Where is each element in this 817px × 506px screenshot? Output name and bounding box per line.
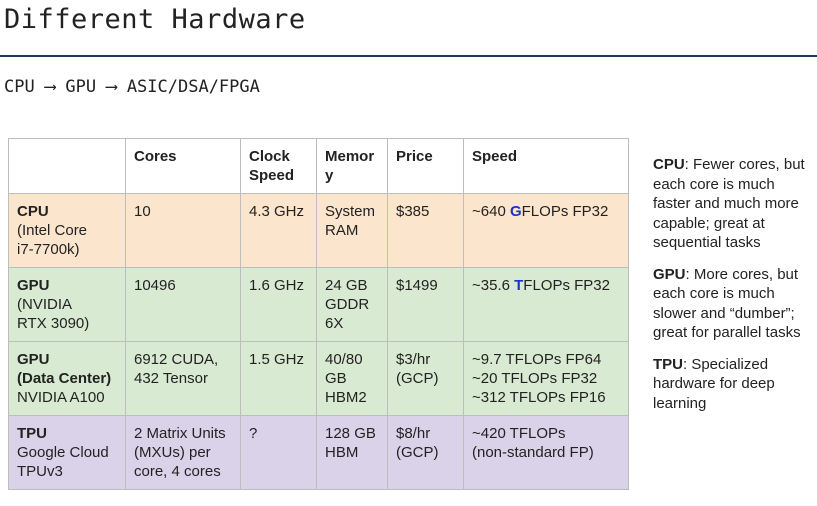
- cell-memory: 128 GB HBM: [316, 415, 388, 490]
- header-speed: Speed: [463, 138, 629, 194]
- note-gpu: GPU: More cores, but each core is much s…: [653, 265, 801, 342]
- cell-price: $3/hr (GCP): [387, 341, 464, 416]
- subtitle: CPU ⟶ GPU ⟶ ASIC/DSA/FPGA: [4, 77, 260, 97]
- cell-memory: 24 GB GDDR 6X: [316, 267, 388, 342]
- cell-cores: 2 Matrix Units (MXUs) per core, 4 cores: [125, 415, 241, 490]
- hardware-comparison-table: Cores Clock Speed Memor y Price Speed CP…: [8, 138, 629, 490]
- cell-cores: 6912 CUDA, 432 Tensor: [125, 341, 241, 416]
- cell-speed: ~9.7 TFLOPs FP64 ~20 TFLOPs FP32 ~312 TF…: [463, 341, 629, 416]
- cell-clock: 4.3 GHz: [240, 193, 317, 268]
- unit-highlight: G: [509, 203, 522, 220]
- header-clock-speed: Clock Speed: [240, 138, 317, 194]
- header-price: Price: [387, 138, 464, 194]
- page-title: Different Hardware: [4, 4, 306, 35]
- cell-device: GPU (NVIDIA RTX 3090): [8, 267, 126, 342]
- notes-panel: CPU: Fewer cores, but each core is much …: [653, 155, 813, 425]
- cell-device: TPU Google Cloud TPUv3: [8, 415, 126, 490]
- note-tpu: TPU: Specialized hardware for deep learn…: [653, 355, 775, 412]
- cell-memory: 40/80 GB HBM2: [316, 341, 388, 416]
- cell-memory: System RAM: [316, 193, 388, 268]
- unit-highlight: T: [514, 277, 524, 294]
- cell-device: CPU (Intel Core i7-7700k): [8, 193, 126, 268]
- header-cores: Cores: [125, 138, 241, 194]
- cell-cores: 10496: [125, 267, 241, 342]
- cell-price: $8/hr (GCP): [387, 415, 464, 490]
- cell-clock: ?: [240, 415, 317, 490]
- title-divider: [0, 55, 817, 57]
- cell-speed: ~640 GFLOPs FP32: [463, 193, 629, 268]
- header-memory: Memor y: [316, 138, 388, 194]
- table-row-cpu: CPU (Intel Core i7-7700k) 10 4.3 GHz Sys…: [8, 193, 629, 268]
- table-row-tpu: TPU Google Cloud TPUv3 2 Matrix Units (M…: [8, 415, 629, 490]
- table-header-row: Cores Clock Speed Memor y Price Speed: [8, 138, 629, 194]
- cell-price: $1499: [387, 267, 464, 342]
- cell-speed: ~420 TFLOPs (non-standard FP): [463, 415, 629, 490]
- cell-speed: ~35.6 TFLOPs FP32: [463, 267, 629, 342]
- cell-device: GPU (Data Center) NVIDIA A100: [8, 341, 126, 416]
- header-empty: [8, 138, 126, 194]
- cell-cores: 10: [125, 193, 241, 268]
- cell-clock: 1.6 GHz: [240, 267, 317, 342]
- cell-price: $385: [387, 193, 464, 268]
- cell-clock: 1.5 GHz: [240, 341, 317, 416]
- note-cpu: CPU: Fewer cores, but each core is much …: [653, 156, 805, 251]
- table-row-gpu: GPU (NVIDIA RTX 3090) 10496 1.6 GHz 24 G…: [8, 267, 629, 342]
- table-row-gpu-datacenter: GPU (Data Center) NVIDIA A100 6912 CUDA,…: [8, 341, 629, 416]
